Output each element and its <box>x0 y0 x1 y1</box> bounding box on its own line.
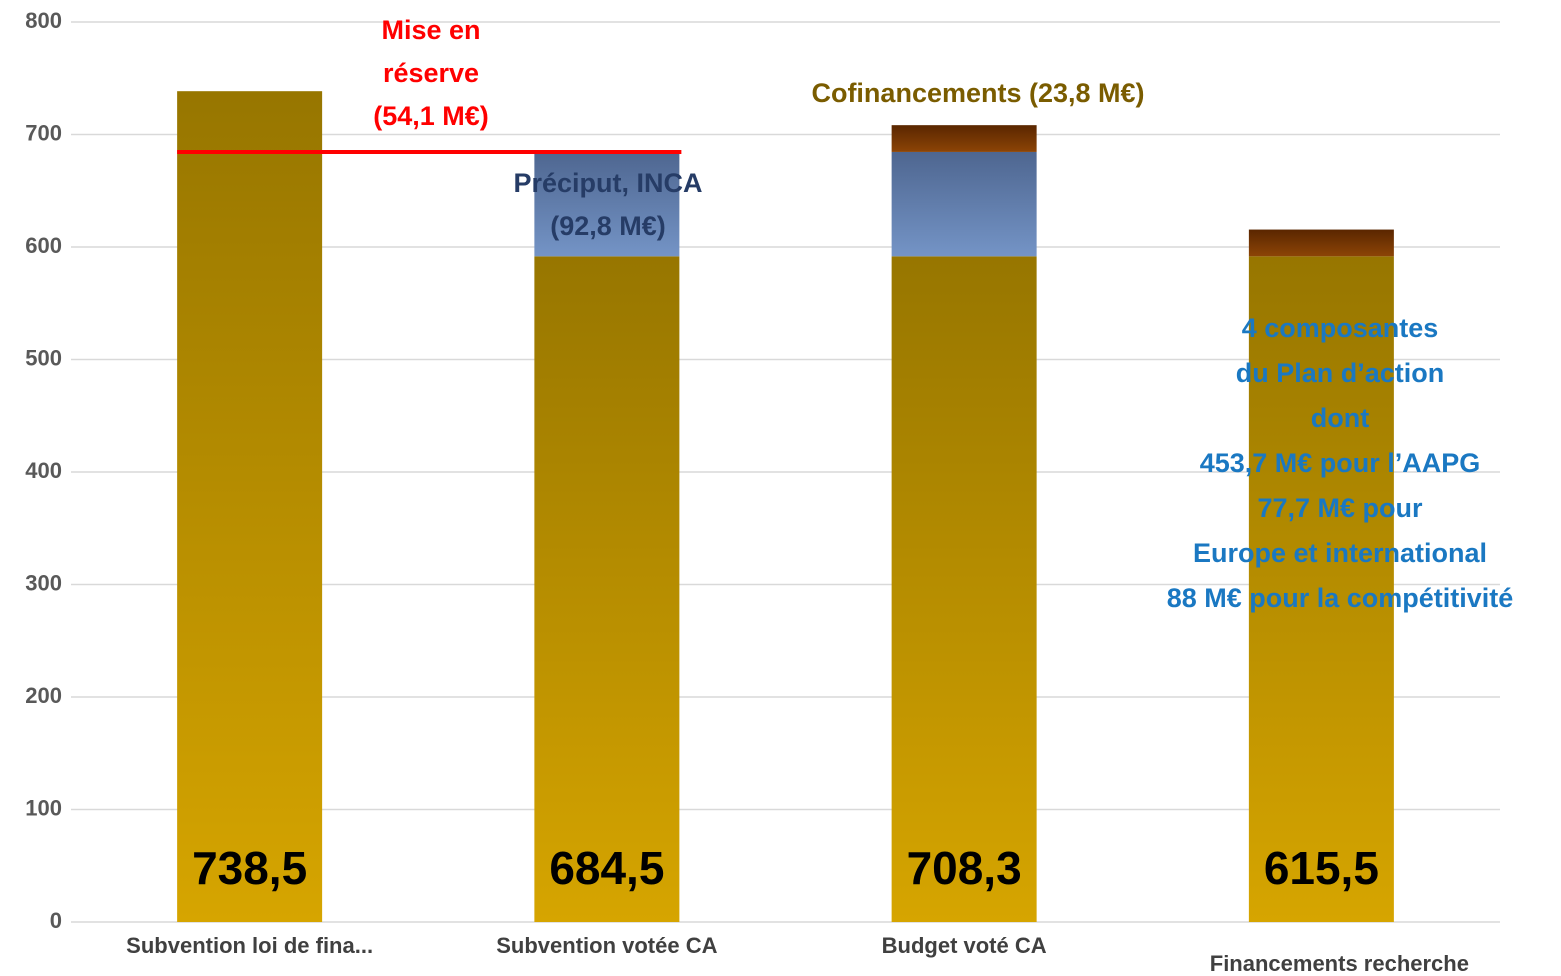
total-label: 708,3 <box>907 842 1022 894</box>
total-label: 738,5 <box>192 842 307 894</box>
annotation: Mise en <box>381 15 480 45</box>
bar-segment <box>891 125 1037 152</box>
bar-segment <box>534 256 680 922</box>
annotation: Europe et international <box>1193 538 1487 568</box>
annotation: Cofinancements (23,8 M€) <box>811 78 1144 108</box>
y-tick-label: 800 <box>25 8 62 33</box>
bar-segment <box>1248 256 1394 922</box>
annotation: (54,1 M€) <box>373 101 489 131</box>
annotation: (92,8 M€) <box>550 211 666 241</box>
annotation: du Plan d’action <box>1236 358 1445 388</box>
annotation: réserve <box>383 58 479 88</box>
y-tick-label: 600 <box>25 233 62 258</box>
y-tick-label: 700 <box>25 120 62 145</box>
total-label: 684,5 <box>549 842 664 894</box>
y-tick-label: 300 <box>25 570 62 595</box>
y-tick-label: 200 <box>25 683 62 708</box>
bar-segment <box>534 151 680 257</box>
x-tick-label: Financements recherche <box>1210 951 1469 976</box>
y-tick-label: 400 <box>25 458 62 483</box>
y-tick-label: 0 <box>50 908 62 933</box>
annotation: 88 M€ pour la compétitivité <box>1167 583 1514 613</box>
bar-segment <box>1248 229 1394 257</box>
x-tick-label: Subvention loi de fina... <box>126 933 373 958</box>
annotation: dont <box>1311 403 1369 433</box>
annotation: 4 composantes <box>1242 313 1439 343</box>
bar-segment <box>177 91 323 922</box>
annotation: Préciput, INCA <box>513 168 702 198</box>
bar-segment <box>891 256 1037 922</box>
total-label: 615,5 <box>1264 842 1379 894</box>
x-tick-label: Budget voté CA <box>882 933 1047 958</box>
annotation: 77,7 M€ pour <box>1257 493 1423 523</box>
bar-segment <box>891 151 1037 257</box>
x-tick-label: Subvention votée CA <box>496 933 717 958</box>
annotation: 453,7 M€ pour l’AAPG <box>1200 448 1481 478</box>
y-tick-label: 500 <box>25 345 62 370</box>
y-tick-label: 100 <box>25 795 62 820</box>
